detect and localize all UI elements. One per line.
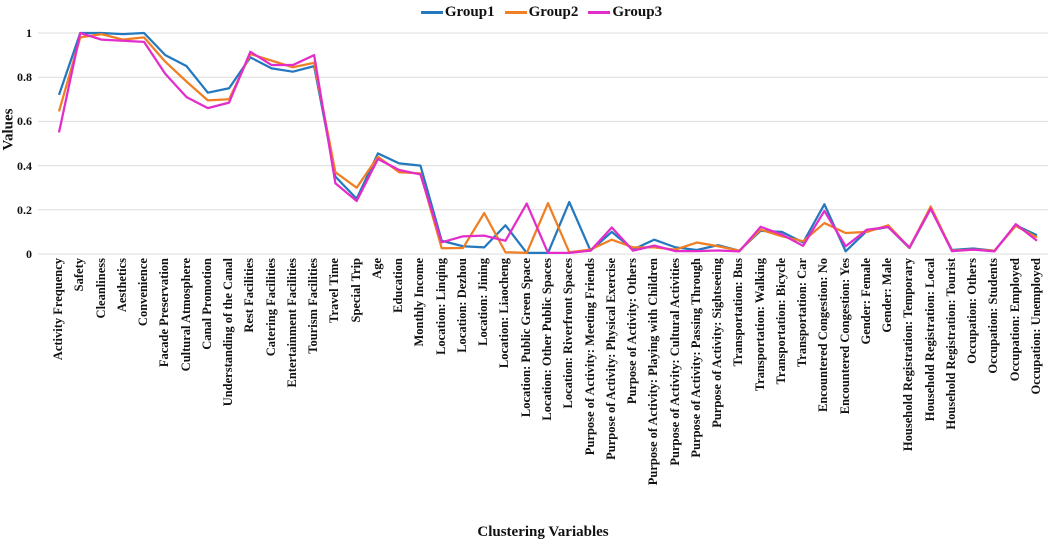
x-tick-label: Purpose of Activity: Others <box>625 258 640 405</box>
x-tick-label: Entertainment Facilities <box>284 258 299 388</box>
x-tick-label: Convenience <box>136 258 151 327</box>
x-tick-label: Special Trip <box>348 258 363 323</box>
legend-swatch-icon <box>504 11 527 14</box>
y-tick-label: 0.8 <box>17 70 32 85</box>
x-tick-label: Cultural Atmosphere <box>178 258 193 372</box>
x-tick-label: Purpose of Activity: Physical Exercise <box>603 258 618 460</box>
x-tick-label: Monthly Income <box>412 258 427 347</box>
x-tick-label: Encountered Congestion: No <box>816 258 831 412</box>
legend-label: Group3 <box>612 4 663 20</box>
x-tick-label: Location: Linqing <box>433 258 448 355</box>
x-tick-label: Occupation: Students <box>986 258 1001 374</box>
legend-label: Group2 <box>528 4 579 20</box>
y-tick-label: 1 <box>26 26 32 40</box>
x-tick-label: Purpose of Activity: Cultural Activities <box>667 258 682 466</box>
y-tick-label: 0.4 <box>17 158 32 173</box>
x-tick-label: Gender: Female <box>858 258 873 345</box>
x-tick-label: Travel Time <box>327 258 342 323</box>
x-tick-label: Purpose of Activity: Passing Through <box>688 258 703 458</box>
x-tick-label: Location: Riverfront Spaces <box>561 258 576 409</box>
x-tick-label: Canal Promotion <box>199 258 214 350</box>
legend-item-group1: Group1 <box>420 4 495 21</box>
x-tick-label: Location: Jining <box>476 258 491 346</box>
y-tick-label: 0.2 <box>17 202 32 217</box>
x-tick-label: Education <box>391 258 406 313</box>
x-tick-label: Household Registration: Tourist <box>943 258 958 430</box>
y-tick-label: 0.6 <box>17 114 32 129</box>
x-tick-label: Encountered Congestion: Yes <box>837 258 852 415</box>
x-tick-label: Occupation: Others <box>965 258 980 364</box>
series-line-group2 <box>57 32 1038 255</box>
x-tick-label: Transportation: Bus <box>731 258 746 367</box>
x-tick-label: Purpose of Activity: Meeting Friends <box>582 258 597 456</box>
x-tick-label: Transportation: Walking <box>752 258 767 392</box>
x-tick-label: Household Registration: Local <box>922 258 937 422</box>
legend-item-group3: Group3 <box>588 4 662 21</box>
legend-label: Group1 <box>444 4 495 20</box>
x-tick-label: Rest Facilities <box>242 258 257 333</box>
legend-swatch-icon <box>420 11 443 14</box>
x-tick-label: Household Registration: Temporary <box>901 258 916 452</box>
y-tick-label: 0 <box>26 247 32 261</box>
x-tick-label: Location: Public Green Space <box>518 258 533 418</box>
x-axis-title: Clustering Variables <box>477 524 609 540</box>
x-tick-label: Location: Liaocheng <box>497 258 512 369</box>
x-tick-label: Occupation: Employed <box>1007 258 1022 382</box>
x-tick-label: Purpose of Activity: Sightseeing <box>710 258 725 428</box>
x-tick-label: Occupation: Unemployed <box>1029 258 1043 395</box>
x-tick-label: Aesthetics <box>114 258 129 313</box>
legend-item-group2: Group2 <box>504 4 579 21</box>
x-tick-label: Safety <box>72 258 87 292</box>
x-tick-label: Catering Facilities <box>263 258 278 357</box>
x-tick-label: Understanding of the Canal <box>221 258 236 407</box>
legend-swatch-icon <box>588 11 611 14</box>
x-tick-label: Cleanliness <box>93 258 108 319</box>
x-tick-label: Transportation: Bicycle <box>773 258 788 385</box>
x-tick-label: Location: Dezhou <box>454 258 469 353</box>
x-tick-label: Gender: Male <box>880 258 895 333</box>
x-tick-label: Tourism Facilities <box>306 258 321 354</box>
x-tick-label: Location: Other Public Spaces <box>540 258 554 421</box>
x-tick-label: Activity Frequency <box>51 258 65 361</box>
series-line-group1 <box>57 31 1038 255</box>
series-line-group3 <box>57 31 1038 255</box>
x-tick-label: Purpose of Activity: Playing with Childr… <box>646 258 661 486</box>
x-tick-label: Facade Preservation <box>157 258 172 368</box>
x-tick-label: Transportation: Car <box>795 258 810 368</box>
x-tick-label: Age <box>369 258 384 279</box>
legend: Group1 Group2 Group3 <box>12 4 1059 21</box>
